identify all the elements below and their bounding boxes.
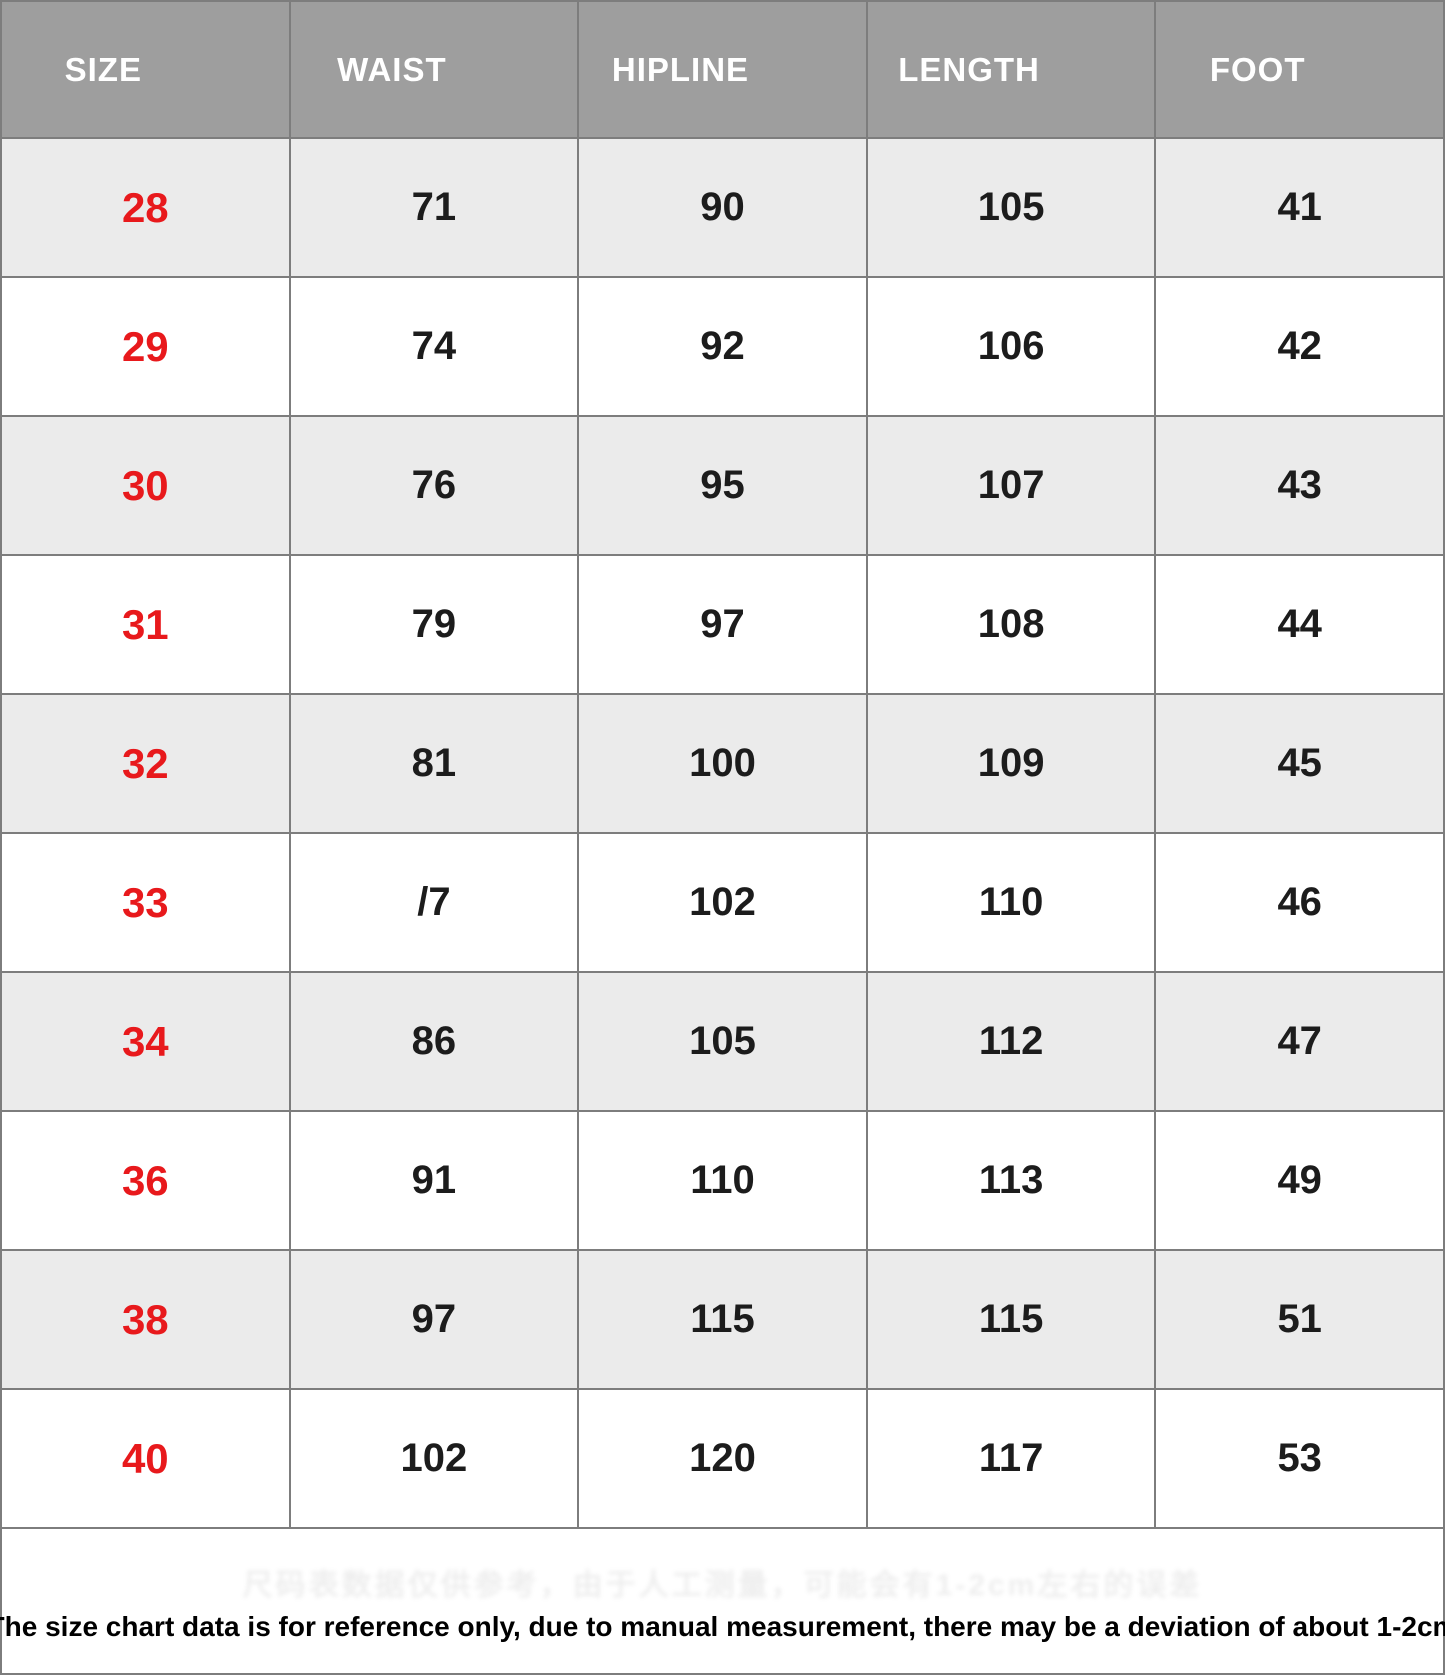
table-row: 30 76 95 107 43 [0, 415, 1445, 556]
table-row: 38 97 115 115 51 [0, 1249, 1445, 1390]
cell-hipline: 92 [577, 276, 868, 417]
footer-cell: 尺码表数据仅供参考，由于人工测量，可能会有1-2cm左右的误差 The size… [0, 1527, 1445, 1675]
cell-hipline: 90 [577, 137, 868, 278]
column-header-waist: WAIST [288, 0, 580, 139]
table-row: 40 102 120 117 53 [0, 1388, 1445, 1529]
cell-length: 108 [865, 554, 1157, 695]
cell-hipline: 120 [577, 1388, 868, 1529]
table-row: 34 86 105 112 47 [0, 971, 1445, 1112]
footer-content: 尺码表数据仅供参考，由于人工测量，可能会有1-2cm左右的误差 The size… [0, 1529, 1445, 1673]
cell-size: 40 [0, 1388, 291, 1529]
cell-hipline: 105 [577, 971, 868, 1112]
column-header-waist-label: WAIST [337, 50, 447, 88]
header-row: SIZE WAIST HIPLINE LENGTH FOOT [0, 0, 1445, 139]
cell-size: 30 [0, 415, 291, 556]
cell-waist: 71 [288, 137, 580, 278]
cell-waist: 102 [288, 1388, 580, 1529]
column-header-size: SIZE [0, 0, 291, 139]
cell-foot: 42 [1154, 276, 1445, 417]
cell-waist: 91 [288, 1110, 580, 1251]
cell-waist: 81 [288, 693, 580, 834]
cell-size: 31 [0, 554, 291, 695]
cell-length: 115 [865, 1249, 1157, 1390]
cell-waist: /7 [288, 832, 580, 973]
table-row: 36 91 110 113 49 [0, 1110, 1445, 1251]
cell-foot: 45 [1154, 693, 1445, 834]
cell-size: 28 [0, 137, 291, 278]
table-row: 31 79 97 108 44 [0, 554, 1445, 695]
cell-size: 32 [0, 693, 291, 834]
cell-size: 29 [0, 276, 291, 417]
cell-length: 112 [865, 971, 1157, 1112]
cell-waist: 86 [288, 971, 580, 1112]
cell-waist: 74 [288, 276, 580, 417]
cell-length: 106 [865, 276, 1157, 417]
cell-hipline: 110 [577, 1110, 868, 1251]
cell-foot: 46 [1154, 832, 1445, 973]
size-chart-header: SIZE WAIST HIPLINE LENGTH FOOT [0, 0, 1445, 139]
column-header-hipline: HIPLINE [577, 0, 868, 139]
cell-foot: 43 [1154, 415, 1445, 556]
cell-foot: 41 [1154, 137, 1445, 278]
cell-length: 113 [865, 1110, 1157, 1251]
cell-size: 34 [0, 971, 291, 1112]
cell-waist: 79 [288, 554, 580, 695]
cell-length: 107 [865, 415, 1157, 556]
cell-hipline: 100 [577, 693, 868, 834]
table-row: 29 74 92 106 42 [0, 276, 1445, 417]
column-header-foot-label: FOOT [1209, 50, 1306, 88]
table-row: 32 81 100 109 45 [0, 693, 1445, 834]
cell-size: 33 [0, 832, 291, 973]
cell-foot: 51 [1154, 1249, 1445, 1390]
column-header-length-label: LENGTH [898, 50, 1040, 88]
cell-size: 38 [0, 1249, 291, 1390]
cell-hipline: 95 [577, 415, 868, 556]
cell-foot: 47 [1154, 971, 1445, 1112]
cell-foot: 49 [1154, 1110, 1445, 1251]
cell-length: 110 [865, 832, 1157, 973]
measurement-disclaimer-note: The size chart data is for reference onl… [0, 1610, 1445, 1642]
table-row: 33 /7 102 110 46 [0, 832, 1445, 973]
size-chart-footer: 尺码表数据仅供参考，由于人工测量，可能会有1-2cm左右的误差 The size… [0, 1527, 1445, 1675]
column-header-hipline-label: HIPLINE [611, 50, 750, 88]
cell-waist: 97 [288, 1249, 580, 1390]
cell-hipline: 97 [577, 554, 868, 695]
faint-watermark-text: 尺码表数据仅供参考，由于人工测量，可能会有1-2cm左右的误差 [242, 1568, 1203, 1602]
column-header-length: LENGTH [865, 0, 1157, 139]
column-header-size-label: SIZE [64, 50, 142, 88]
table-row: 28 71 90 105 41 [0, 137, 1445, 278]
cell-length: 109 [865, 693, 1157, 834]
cell-length: 105 [865, 137, 1157, 278]
cell-size: 36 [0, 1110, 291, 1251]
cell-hipline: 115 [577, 1249, 868, 1390]
column-header-foot: FOOT [1154, 0, 1445, 139]
cell-foot: 44 [1154, 554, 1445, 695]
cell-waist: 76 [288, 415, 580, 556]
cell-length: 117 [865, 1388, 1157, 1529]
size-chart-body: 28 71 90 105 41 29 74 92 106 42 30 76 95… [0, 137, 1445, 1529]
footer-row: 尺码表数据仅供参考，由于人工测量，可能会有1-2cm左右的误差 The size… [0, 1527, 1445, 1675]
cell-foot: 53 [1154, 1388, 1445, 1529]
cell-hipline: 102 [577, 832, 868, 973]
